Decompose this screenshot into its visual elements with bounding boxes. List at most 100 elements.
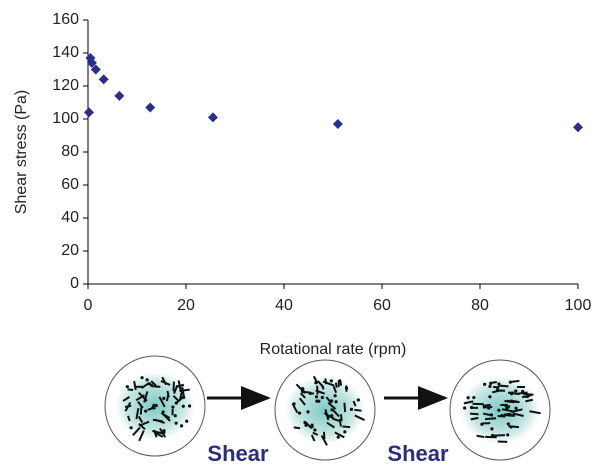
fibre	[521, 394, 532, 399]
fibre	[334, 431, 345, 439]
particle	[162, 430, 166, 434]
particle	[329, 399, 334, 403]
fibre	[139, 406, 143, 415]
data-point	[98, 74, 109, 85]
fibre	[172, 395, 180, 402]
fibre	[124, 401, 132, 412]
particle	[330, 408, 334, 412]
fibre	[322, 380, 335, 387]
shear-label: Shear	[207, 441, 269, 466]
fibre	[172, 381, 175, 392]
fibre	[334, 382, 338, 388]
fibre	[312, 431, 319, 436]
particle	[336, 435, 340, 439]
fibre	[138, 391, 147, 400]
particle	[320, 395, 324, 400]
fibre	[510, 379, 520, 383]
fibre	[173, 386, 178, 394]
particle	[171, 405, 175, 409]
fibre	[147, 406, 155, 411]
fibre	[508, 425, 520, 429]
particle	[490, 427, 494, 431]
fibre	[342, 425, 351, 429]
particle	[334, 400, 338, 404]
particle	[506, 422, 510, 426]
data-point	[573, 122, 583, 133]
particle	[514, 389, 518, 393]
fibre	[176, 395, 186, 404]
fibre	[510, 408, 523, 413]
fibre	[354, 408, 362, 412]
fibre	[338, 418, 342, 427]
fibre	[320, 435, 328, 446]
particle	[480, 422, 484, 426]
fibre	[150, 380, 157, 387]
particle	[488, 395, 492, 399]
particle	[125, 385, 129, 389]
fibre	[510, 399, 520, 404]
x-tick-label: 60	[373, 297, 391, 314]
particle	[463, 406, 467, 410]
fibre	[300, 392, 306, 399]
fibre	[504, 413, 516, 417]
particle	[173, 414, 177, 418]
fibre	[163, 413, 171, 419]
fibre	[160, 380, 171, 386]
y-tick-label: 140	[52, 44, 79, 61]
particle	[185, 419, 189, 423]
particle	[489, 381, 493, 385]
fibre	[463, 400, 474, 405]
fibre	[137, 415, 144, 424]
particle	[154, 403, 158, 408]
fibre	[469, 412, 479, 416]
particle	[495, 388, 500, 392]
fibre	[322, 431, 326, 440]
fibre	[504, 399, 515, 404]
particle	[144, 409, 148, 413]
particle	[314, 395, 319, 399]
fibre	[339, 379, 343, 386]
particle	[297, 411, 302, 415]
fibre	[293, 426, 301, 430]
particle	[483, 382, 487, 386]
particle	[317, 399, 321, 403]
shear-label: Shear	[387, 441, 449, 466]
fibre	[133, 380, 137, 391]
particle	[315, 380, 319, 384]
fibre	[166, 390, 170, 398]
particle	[356, 398, 360, 402]
particle	[179, 424, 184, 428]
fibre	[138, 430, 145, 442]
x-tick-label: 0	[84, 297, 93, 314]
fibre	[354, 414, 365, 421]
particle	[472, 395, 476, 400]
data-point	[114, 90, 125, 101]
fibre	[122, 395, 131, 402]
particle	[514, 406, 518, 410]
fibre	[299, 397, 306, 406]
x-tick-label: 40	[275, 297, 293, 314]
particle	[489, 413, 493, 417]
y-axis-label: Shear stress (Pa)	[13, 90, 30, 214]
fibre	[135, 407, 140, 420]
fibre	[127, 388, 134, 391]
fibre	[498, 384, 509, 388]
x-tick-label: 100	[565, 297, 592, 314]
particle	[333, 394, 337, 398]
y-tick-label: 40	[61, 209, 79, 226]
particle	[174, 421, 178, 425]
particle	[140, 376, 144, 380]
x-tick-label: 80	[471, 297, 489, 314]
fibre	[327, 401, 337, 410]
data-point	[90, 64, 101, 75]
fibre	[132, 426, 141, 436]
particle	[497, 408, 501, 412]
fibre	[343, 402, 347, 413]
y-tick-label: 120	[52, 77, 79, 94]
particle	[129, 426, 133, 430]
fibre	[525, 398, 533, 403]
fibre	[320, 384, 325, 390]
particle	[187, 404, 192, 408]
fibre	[154, 418, 166, 424]
